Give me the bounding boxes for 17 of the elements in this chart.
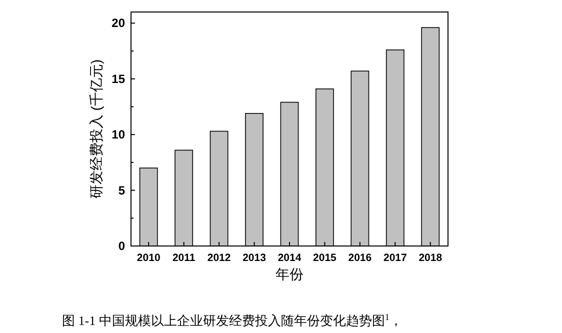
y-tick-label: 5 <box>118 183 126 198</box>
x-tick-label: 2013 <box>242 252 266 264</box>
x-tick-label: 2011 <box>172 252 196 264</box>
caption: 图 1-1 中国规模以上企业研发经费投入随年份变化趋势图$^{1}$， <box>62 312 402 328</box>
y-axis-title: 研发经费投入 (千亿元) <box>88 59 104 199</box>
x-tick-label: 2017 <box>383 252 408 264</box>
x-tick-label: 2016 <box>348 252 372 264</box>
x-tick-label: 2014 <box>278 252 302 264</box>
y-tick-label: 10 <box>112 128 126 142</box>
x-tick-label: 2012 <box>207 252 231 264</box>
x-tick-label: 2015 <box>313 252 337 264</box>
x-tick-label: 2018 <box>418 252 442 264</box>
y-tick-label: 15 <box>112 72 126 86</box>
x-axis-title: 年份 <box>276 266 304 282</box>
y-tick-label: 20 <box>112 16 126 30</box>
y-tick-label: 0 <box>118 239 126 253</box>
x-tick-label: 2010 <box>136 252 160 264</box>
